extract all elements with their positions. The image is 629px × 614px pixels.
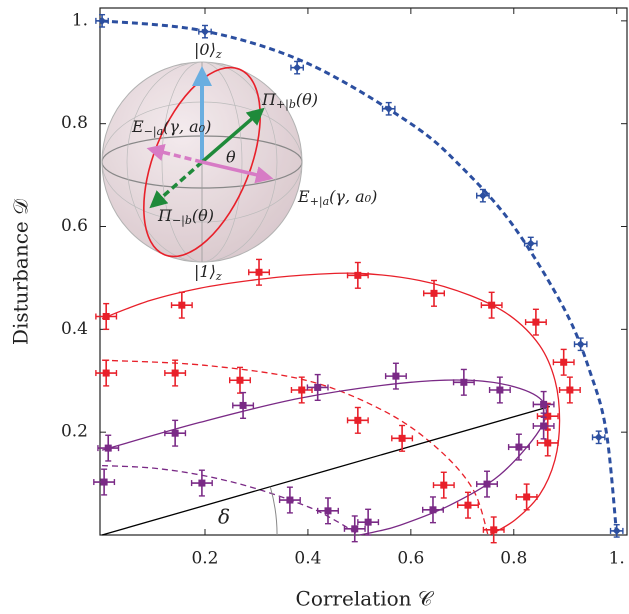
point: [171, 429, 179, 437]
point: [384, 104, 393, 113]
point: [490, 526, 498, 534]
point: [392, 372, 400, 380]
point: [540, 400, 548, 408]
point: [239, 401, 247, 409]
point: [544, 439, 552, 447]
angle-arc: [269, 486, 278, 536]
y-tick-label: 0.8: [61, 113, 88, 133]
point: [171, 369, 179, 377]
point: [483, 480, 491, 488]
plot-area: 0.2 0.4 0.6 0.8 1. 0.2 0.4 0.6 0.8 1.: [61, 7, 628, 569]
point: [293, 63, 302, 72]
point: [255, 268, 263, 276]
point: [523, 493, 531, 501]
annotation: Π+|b(θ): [261, 90, 318, 113]
point: [560, 358, 568, 366]
point: [488, 301, 496, 309]
point: [314, 383, 322, 391]
point: [532, 318, 540, 326]
point: [324, 507, 332, 515]
point: [576, 340, 585, 349]
y-tick-label: 1.: [72, 10, 88, 30]
annotation: Π−|b(θ): [157, 206, 214, 229]
point: [544, 412, 552, 420]
x-tick-label: 0.6: [397, 549, 424, 569]
point: [440, 481, 448, 489]
point: [612, 526, 621, 535]
point: [236, 376, 244, 384]
point: [178, 301, 186, 309]
point: [398, 434, 406, 442]
y-axis-label: Disturbance 𝒟: [9, 199, 33, 345]
point: [464, 501, 472, 509]
point: [429, 506, 437, 514]
point: [594, 433, 603, 442]
point: [102, 312, 110, 320]
point: [198, 479, 206, 487]
point: [478, 191, 487, 200]
curve: [101, 379, 548, 536]
x-tick-label: 0.8: [500, 549, 527, 569]
annotation: |1⟩z: [194, 262, 222, 284]
annotation: |0⟩z: [194, 40, 222, 62]
point: [566, 386, 574, 394]
point: [540, 422, 548, 430]
point: [98, 16, 107, 25]
x-axis-label: Correlation 𝒞: [296, 587, 435, 611]
point: [298, 386, 306, 394]
x-tick-label: 0.4: [294, 549, 321, 569]
y-tick-label: 0.4: [61, 319, 88, 339]
curve: [101, 19, 619, 536]
annotation: E−|a(γ, a₀): [131, 117, 211, 140]
point: [496, 386, 504, 394]
point: [100, 478, 108, 486]
point: [430, 289, 438, 297]
point: [102, 369, 110, 377]
point: [104, 444, 112, 452]
annotation: E+|a(γ, a₀): [297, 187, 377, 210]
point: [354, 416, 362, 424]
point: [351, 525, 359, 533]
plot-frame: [99, 7, 628, 536]
point: [364, 518, 372, 526]
point: [526, 239, 535, 248]
curve: [101, 405, 550, 536]
annotation: θ: [226, 148, 236, 167]
annotation: δ: [218, 505, 230, 529]
y-tick-label: 0.6: [61, 216, 88, 236]
bloch-sphere: [101, 61, 303, 263]
curve: [102, 464, 360, 536]
x-tick-label: 0.2: [191, 549, 218, 569]
x-tick-label: 1.: [609, 549, 625, 569]
point: [460, 378, 468, 386]
point: [200, 27, 209, 36]
point: [286, 496, 294, 504]
y-tick-label: 0.2: [61, 422, 88, 442]
point: [515, 443, 523, 451]
point: [354, 271, 362, 279]
